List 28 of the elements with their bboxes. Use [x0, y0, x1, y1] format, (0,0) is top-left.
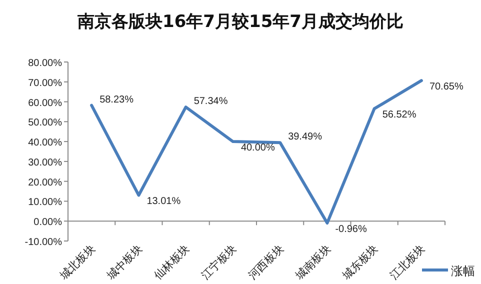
- x-tick-label: 仙林板块: [152, 242, 192, 282]
- data-label: 13.01%: [146, 196, 181, 208]
- x-tick-label: 江宁板块: [198, 242, 240, 282]
- data-label: 40.00%: [240, 142, 275, 154]
- x-tick-label: 江北板块: [387, 242, 428, 282]
- chart-title: 南京各版块16年7月较15年7月成交均价比: [76, 12, 404, 32]
- y-tick-label: 80.00%: [28, 58, 62, 69]
- y-tick-label: -10.00%: [24, 237, 62, 248]
- x-tick-label: 城东板块: [339, 242, 380, 283]
- legend-label: 涨幅: [451, 264, 475, 278]
- x-tick-label: 城南板块: [292, 242, 334, 283]
- x-tick-label: 河西板块: [246, 242, 286, 282]
- y-tick-label: 40.00%: [28, 138, 62, 149]
- y-tick-label: 60.00%: [28, 98, 62, 109]
- data-label: 39.49%: [288, 132, 322, 143]
- line-series: [90, 79, 423, 225]
- data-label: 58.23%: [100, 94, 134, 106]
- y-tick-label: 30.00%: [28, 157, 62, 168]
- data-label: -0.96%: [335, 224, 367, 236]
- y-tick-label: 20.00%: [28, 177, 62, 188]
- data-label: 70.65%: [429, 82, 464, 93]
- y-tick-label: 10.00%: [28, 197, 62, 208]
- data-label: 57.34%: [194, 96, 228, 108]
- y-tick-label: 50.00%: [28, 118, 62, 129]
- data-label: 56.52%: [382, 110, 416, 121]
- y-tick-label: 0.00%: [34, 217, 62, 228]
- x-tick-label: 城中板块: [104, 242, 145, 283]
- y-tick-label: 70.00%: [28, 78, 62, 89]
